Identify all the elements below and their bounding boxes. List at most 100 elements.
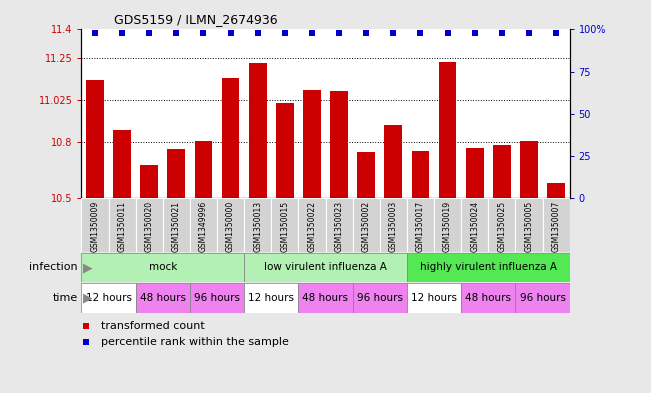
Text: percentile rank within the sample: percentile rank within the sample [101, 337, 289, 347]
Bar [353, 198, 380, 252]
Bar [135, 198, 163, 252]
Bar [434, 198, 461, 252]
Point [280, 30, 290, 36]
Text: 96 hours: 96 hours [519, 293, 566, 303]
Text: GSM1350011: GSM1350011 [118, 201, 126, 252]
Bar [411, 151, 429, 198]
Text: GSM1350007: GSM1350007 [551, 201, 561, 252]
Point [307, 30, 317, 36]
Bar [547, 182, 565, 198]
Text: time: time [53, 293, 78, 303]
Bar [466, 148, 484, 198]
Point [469, 30, 480, 36]
Point [497, 30, 507, 36]
Text: GSM1350013: GSM1350013 [253, 201, 262, 252]
Bar [380, 198, 407, 252]
Bar [167, 149, 185, 198]
Text: GSM1350020: GSM1350020 [145, 201, 154, 252]
Text: highly virulent influenza A: highly virulent influenza A [420, 263, 557, 272]
Bar [303, 90, 321, 198]
Point [443, 30, 453, 36]
Text: 48 hours: 48 hours [303, 293, 348, 303]
Bar [190, 283, 244, 313]
Text: transformed count: transformed count [101, 321, 204, 331]
Point [90, 30, 100, 36]
Text: 12 hours: 12 hours [85, 293, 132, 303]
Bar [195, 141, 212, 198]
Text: GSM1350021: GSM1350021 [172, 201, 181, 252]
Text: GSM1350023: GSM1350023 [335, 201, 344, 252]
Bar [516, 283, 570, 313]
Text: GSM1350009: GSM1350009 [90, 201, 100, 252]
Bar [516, 198, 542, 252]
Bar [86, 80, 104, 198]
Bar [217, 198, 244, 252]
Point [551, 30, 561, 36]
Bar [81, 283, 135, 313]
Bar [190, 198, 217, 252]
Point [361, 30, 371, 36]
Bar [271, 198, 298, 252]
Point [334, 30, 344, 36]
Bar [109, 198, 135, 252]
Text: 48 hours: 48 hours [465, 293, 511, 303]
Text: 96 hours: 96 hours [194, 293, 240, 303]
Bar [135, 283, 190, 313]
Bar [407, 198, 434, 252]
Text: 12 hours: 12 hours [248, 293, 294, 303]
Bar [249, 63, 266, 198]
Bar [326, 198, 353, 252]
Bar [330, 92, 348, 198]
Bar [461, 283, 516, 313]
Text: GSM1350019: GSM1350019 [443, 201, 452, 252]
Text: GSM1350017: GSM1350017 [416, 201, 425, 252]
Bar [244, 283, 298, 313]
Bar [141, 165, 158, 198]
Bar [407, 283, 461, 313]
Point [81, 339, 91, 345]
Bar [298, 198, 326, 252]
Point [225, 30, 236, 36]
Point [198, 30, 208, 36]
Bar [488, 198, 516, 252]
Bar [385, 125, 402, 198]
Bar [244, 198, 271, 252]
Point [523, 30, 534, 36]
Point [117, 30, 128, 36]
Bar [81, 253, 244, 282]
Text: GDS5159 / ILMN_2674936: GDS5159 / ILMN_2674936 [114, 13, 277, 26]
Point [144, 30, 154, 36]
Bar [276, 103, 294, 198]
Bar [81, 198, 109, 252]
Bar [461, 198, 488, 252]
Text: low virulent influenza A: low virulent influenza A [264, 263, 387, 272]
Point [81, 323, 91, 329]
Point [253, 30, 263, 36]
Bar [244, 253, 407, 282]
Bar [113, 130, 131, 198]
Text: GSM1350003: GSM1350003 [389, 201, 398, 252]
Bar [298, 283, 353, 313]
Text: GSM1350000: GSM1350000 [226, 201, 235, 252]
Text: infection: infection [29, 263, 78, 272]
Bar [542, 198, 570, 252]
Text: GSM1350025: GSM1350025 [497, 201, 506, 252]
Text: GSM1350005: GSM1350005 [525, 201, 533, 252]
Bar [357, 152, 375, 198]
Text: GSM1350015: GSM1350015 [281, 201, 289, 252]
Text: GSM1350022: GSM1350022 [307, 201, 316, 252]
Bar [407, 253, 570, 282]
Text: 96 hours: 96 hours [357, 293, 403, 303]
Bar [439, 62, 456, 198]
Text: ▶: ▶ [83, 261, 93, 274]
Bar [493, 145, 510, 198]
Point [388, 30, 398, 36]
Point [415, 30, 426, 36]
Text: GSM1350002: GSM1350002 [362, 201, 370, 252]
Bar [520, 141, 538, 198]
Bar [163, 198, 190, 252]
Point [171, 30, 182, 36]
Text: ▶: ▶ [83, 292, 93, 305]
Text: mock: mock [148, 263, 177, 272]
Bar [353, 283, 407, 313]
